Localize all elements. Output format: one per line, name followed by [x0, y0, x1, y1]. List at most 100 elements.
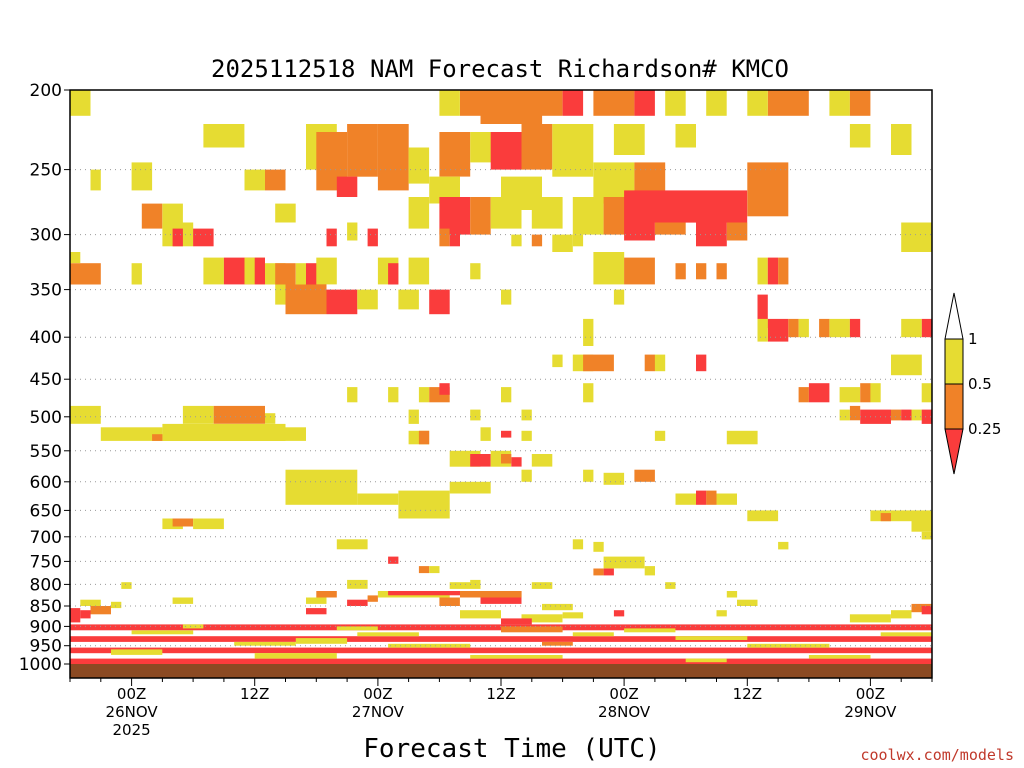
heatmap-cell [367, 228, 378, 247]
heatmap-cell [747, 510, 779, 522]
heatmap-cell [624, 257, 655, 285]
heatmap-cell [275, 284, 286, 305]
heatmap-cell [357, 289, 378, 310]
y-tick-label-900: 900 [30, 617, 62, 637]
heatmap-cell [418, 566, 430, 574]
y-tick-label-350: 350 [30, 281, 62, 301]
heatmap-cell [665, 90, 686, 116]
heatmap-cell [172, 518, 194, 527]
heatmap-cell [131, 630, 194, 635]
heatmap-cell [613, 610, 625, 617]
heatmap-cell [295, 263, 307, 285]
heatmap-cell [357, 632, 419, 637]
heatmap-cell [675, 636, 748, 640]
y-tick-label-750: 750 [30, 552, 62, 572]
heatmap-cell [737, 599, 758, 606]
heatmap-cell [552, 234, 573, 252]
heatmap-cell [388, 263, 399, 285]
heatmap-cell [870, 510, 891, 522]
heatmap-cell [70, 252, 81, 264]
y-tick-label-650: 650 [30, 501, 62, 521]
heatmap-cell [347, 387, 358, 403]
y-tick-label-250: 250 [30, 161, 62, 181]
heatmap-cell [439, 197, 471, 235]
heatmap-cell [675, 124, 696, 148]
heatmap-cell [254, 653, 337, 659]
heatmap-cell [593, 252, 625, 285]
heatmap-cell [521, 614, 563, 623]
heatmap-cell [254, 257, 265, 285]
heatmap-cell [542, 90, 563, 116]
x-tick-label: 2025 [113, 721, 151, 739]
heatmap-cell [80, 599, 101, 606]
heatmap-cell [70, 647, 932, 654]
heatmap-cell [562, 612, 584, 619]
heatmap-cell [470, 655, 563, 659]
heatmap-cell [696, 263, 707, 280]
heatmap-cell [265, 169, 286, 191]
heatmap-cell [583, 318, 594, 346]
heatmap-cell [439, 597, 460, 606]
heatmap-cell [480, 90, 543, 124]
heatmap-cell [542, 641, 573, 646]
y-tick-label-600: 600 [30, 473, 62, 493]
heatmap-cell [347, 124, 378, 177]
heatmap-cell [336, 539, 368, 550]
heatmap-cell [901, 222, 932, 252]
colorbar-label-0.25: 0.25 [968, 420, 1001, 438]
heatmap-cell [880, 513, 891, 522]
heatmap-cell [747, 643, 830, 648]
heatmap-cell [306, 597, 327, 604]
heatmap-cell [490, 132, 522, 170]
heatmap-cell [583, 354, 614, 372]
heatmap-cell [367, 595, 378, 602]
heatmap-cell [808, 383, 830, 403]
heatmap-cell [234, 641, 296, 646]
heatmap-cell [172, 597, 194, 604]
heatmap-cell [726, 222, 748, 241]
heatmap-cell [326, 228, 337, 247]
heatmap-cell [644, 566, 655, 576]
heatmap-cell [891, 124, 912, 155]
heatmap-cell [634, 90, 655, 116]
heatmap-cell [911, 409, 922, 421]
heatmap-cell [880, 632, 932, 637]
heatmap-cell [644, 354, 655, 372]
heatmap-cell [347, 222, 358, 241]
y-tick-label-850: 850 [30, 597, 62, 617]
heatmap-cell [521, 469, 532, 482]
plot-area [69, 89, 933, 679]
heatmap-cell [696, 490, 707, 505]
heatmap-cell [347, 599, 368, 606]
heatmap-cell [829, 318, 850, 338]
heatmap-cell [121, 582, 132, 589]
heatmap-cell [111, 649, 163, 655]
heatmap-cell [808, 655, 871, 659]
heatmap-cell [921, 383, 932, 403]
heatmap-cell [70, 636, 932, 642]
heatmap-cell [70, 658, 932, 664]
y-tick-label-450: 450 [30, 370, 62, 390]
heatmap-cell [162, 423, 286, 441]
colorbar-bin-yellow [944, 338, 964, 385]
heatmap-cell [470, 409, 481, 421]
x-tick-label: 27NOV [352, 703, 405, 721]
heatmap-cell [203, 257, 224, 285]
heatmap-cell [111, 601, 122, 609]
heatmap-cell [501, 454, 512, 464]
heatmap-cell [398, 490, 450, 519]
heatmap-cell [152, 434, 163, 441]
heatmap-cell [511, 457, 522, 467]
heatmap-cell [634, 469, 655, 482]
y-tick-label-550: 550 [30, 442, 62, 462]
heatmap-cell [141, 203, 163, 229]
heatmap-cell [470, 197, 491, 235]
heatmap-cell [891, 354, 922, 376]
heatmap-cell [408, 197, 430, 229]
heatmap-cell [870, 383, 881, 403]
x-tick-label: 12Z [486, 685, 515, 703]
colorbar-bin-orange [944, 383, 964, 430]
heatmap-cell [572, 234, 584, 247]
heatmap-cell [798, 387, 809, 403]
heatmap-cell [285, 469, 358, 505]
